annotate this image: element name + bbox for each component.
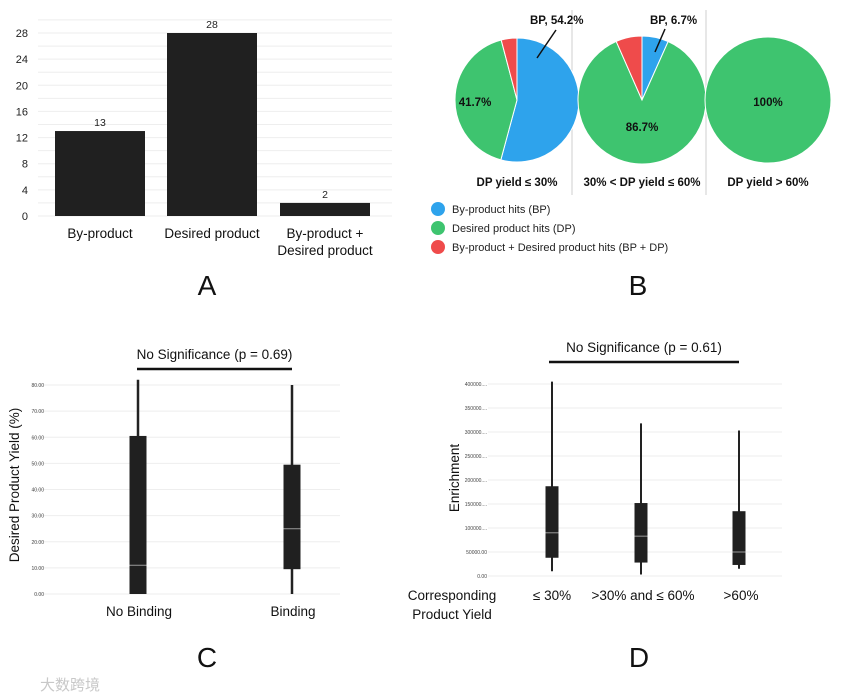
x-category-label: Binding [270,604,315,619]
legend-label: By-product + Desired product hits (BP + … [452,242,668,254]
y-tick-label: 60.00 [31,435,44,441]
legend-marker [431,240,445,254]
y-tick-label: 70.00 [31,409,44,415]
y-tick-label: 24 [16,54,28,66]
pie-title: 30% < DP yield ≤ 60% [583,177,700,189]
panel-c-box-plot: 0.00 10.00 20.00 30.00 40.00 50.00 60.00 70.00 8… [7,347,340,619]
significance-label: No Significance (p = 0.69) [137,347,293,362]
x-category-label: By-product [67,226,133,241]
x-category-label: No Binding [106,604,172,619]
y-tick-label: 150000.... [465,502,487,508]
legend-marker [431,221,445,235]
legend-marker [431,202,445,216]
legend-label: Desired product hits (DP) [452,223,576,235]
pie-slice [454,39,518,161]
y-tick-label: 400000.... [465,382,487,388]
box [732,511,746,565]
legend-label: By-product hits (BP) [452,204,550,216]
x-axis-label: Product Yield [412,607,492,622]
y-axis-label: Enrichment [447,444,462,513]
watermark: 大数跨境 [40,676,100,694]
panel-label-a: A [198,270,217,301]
y-tick-label: 50000.00 [466,550,487,556]
bar-0 [55,131,145,216]
y-tick-label: 10.00 [31,566,44,572]
x-category-label: By-product + [287,226,364,241]
y-tick-label: 80.00 [31,383,44,389]
y-tick-label: 20.00 [31,540,44,546]
bar-value-label: 13 [94,117,106,129]
y-tick-label: 12 [16,133,28,145]
bar-value-label: 2 [322,189,328,201]
box [283,464,301,570]
pie-inside-label: 86.7% [626,122,659,134]
y-tick-label: 0.00 [34,592,44,598]
panel-label-b: B [629,270,648,301]
x-category-label: ≤ 30% [533,588,571,603]
y-tick-label: 0.00 [477,574,487,580]
y-tick-label: 28 [16,28,28,40]
panel-label-d: D [629,642,649,673]
y-tick-label: 0 [22,211,28,223]
y-tick-label: 40.00 [31,488,44,494]
y-tick-label: 50.00 [31,461,44,467]
y-tick-label: 250000.... [465,454,487,460]
y-tick-label: 300000.... [465,430,487,436]
bar-value-label: 28 [206,19,218,31]
x-axis-label: Corresponding [408,588,497,603]
pie-callout-label: BP, 6.7% [650,15,697,27]
x-category-label: Desired product [164,226,260,241]
pie-inside-label: 100% [753,97,782,109]
pie-title: DP yield > 60% [727,177,808,189]
x-category-label: >30% and ≤ 60% [591,588,694,603]
pie-slice [615,35,643,101]
significance-label: No Significance (p = 0.61) [566,340,722,355]
bar-2 [280,202,370,216]
pie-slice [500,37,518,101]
callout-line [654,28,666,53]
y-tick-label: 200000.... [465,478,487,484]
callout-line [536,29,557,59]
bar-1 [167,33,257,216]
panel-b-pie-charts: DP yield ≤ 30% 30% < DP yield ≤ 60% DP yie… [431,10,832,254]
box [634,503,648,563]
pie-inside-label: 41.7% [459,97,492,109]
pie-slice [704,36,832,164]
x-category-label: Desired product [277,243,373,258]
y-tick-label: 30.00 [31,514,44,520]
y-tick-label: 4 [22,185,28,197]
y-tick-label: 16 [16,106,28,118]
box [129,435,147,594]
panel-label-c: C [197,642,217,673]
x-category-label: >60% [724,588,759,603]
y-tick-label: 8 [22,159,28,171]
y-axis-label: Desired Product Yield (%) [7,408,22,563]
pie-callout-label: BP, 54.2% [530,15,584,27]
pie-title: DP yield ≤ 30% [477,177,558,189]
y-tick-label: 350000.... [465,406,487,412]
panel-d-box-plot: 0.00 50000.00 100000.... 150000.... 200000..… [408,340,782,622]
y-tick-label: 20 [16,80,28,92]
box [545,486,559,558]
y-tick-label: 100000.... [465,526,487,532]
panel-a-bar-chart: 0 4 8 12 16 20 24 28 13 By-product 28 Desired produ… [16,19,392,258]
pie-slice [577,40,707,165]
